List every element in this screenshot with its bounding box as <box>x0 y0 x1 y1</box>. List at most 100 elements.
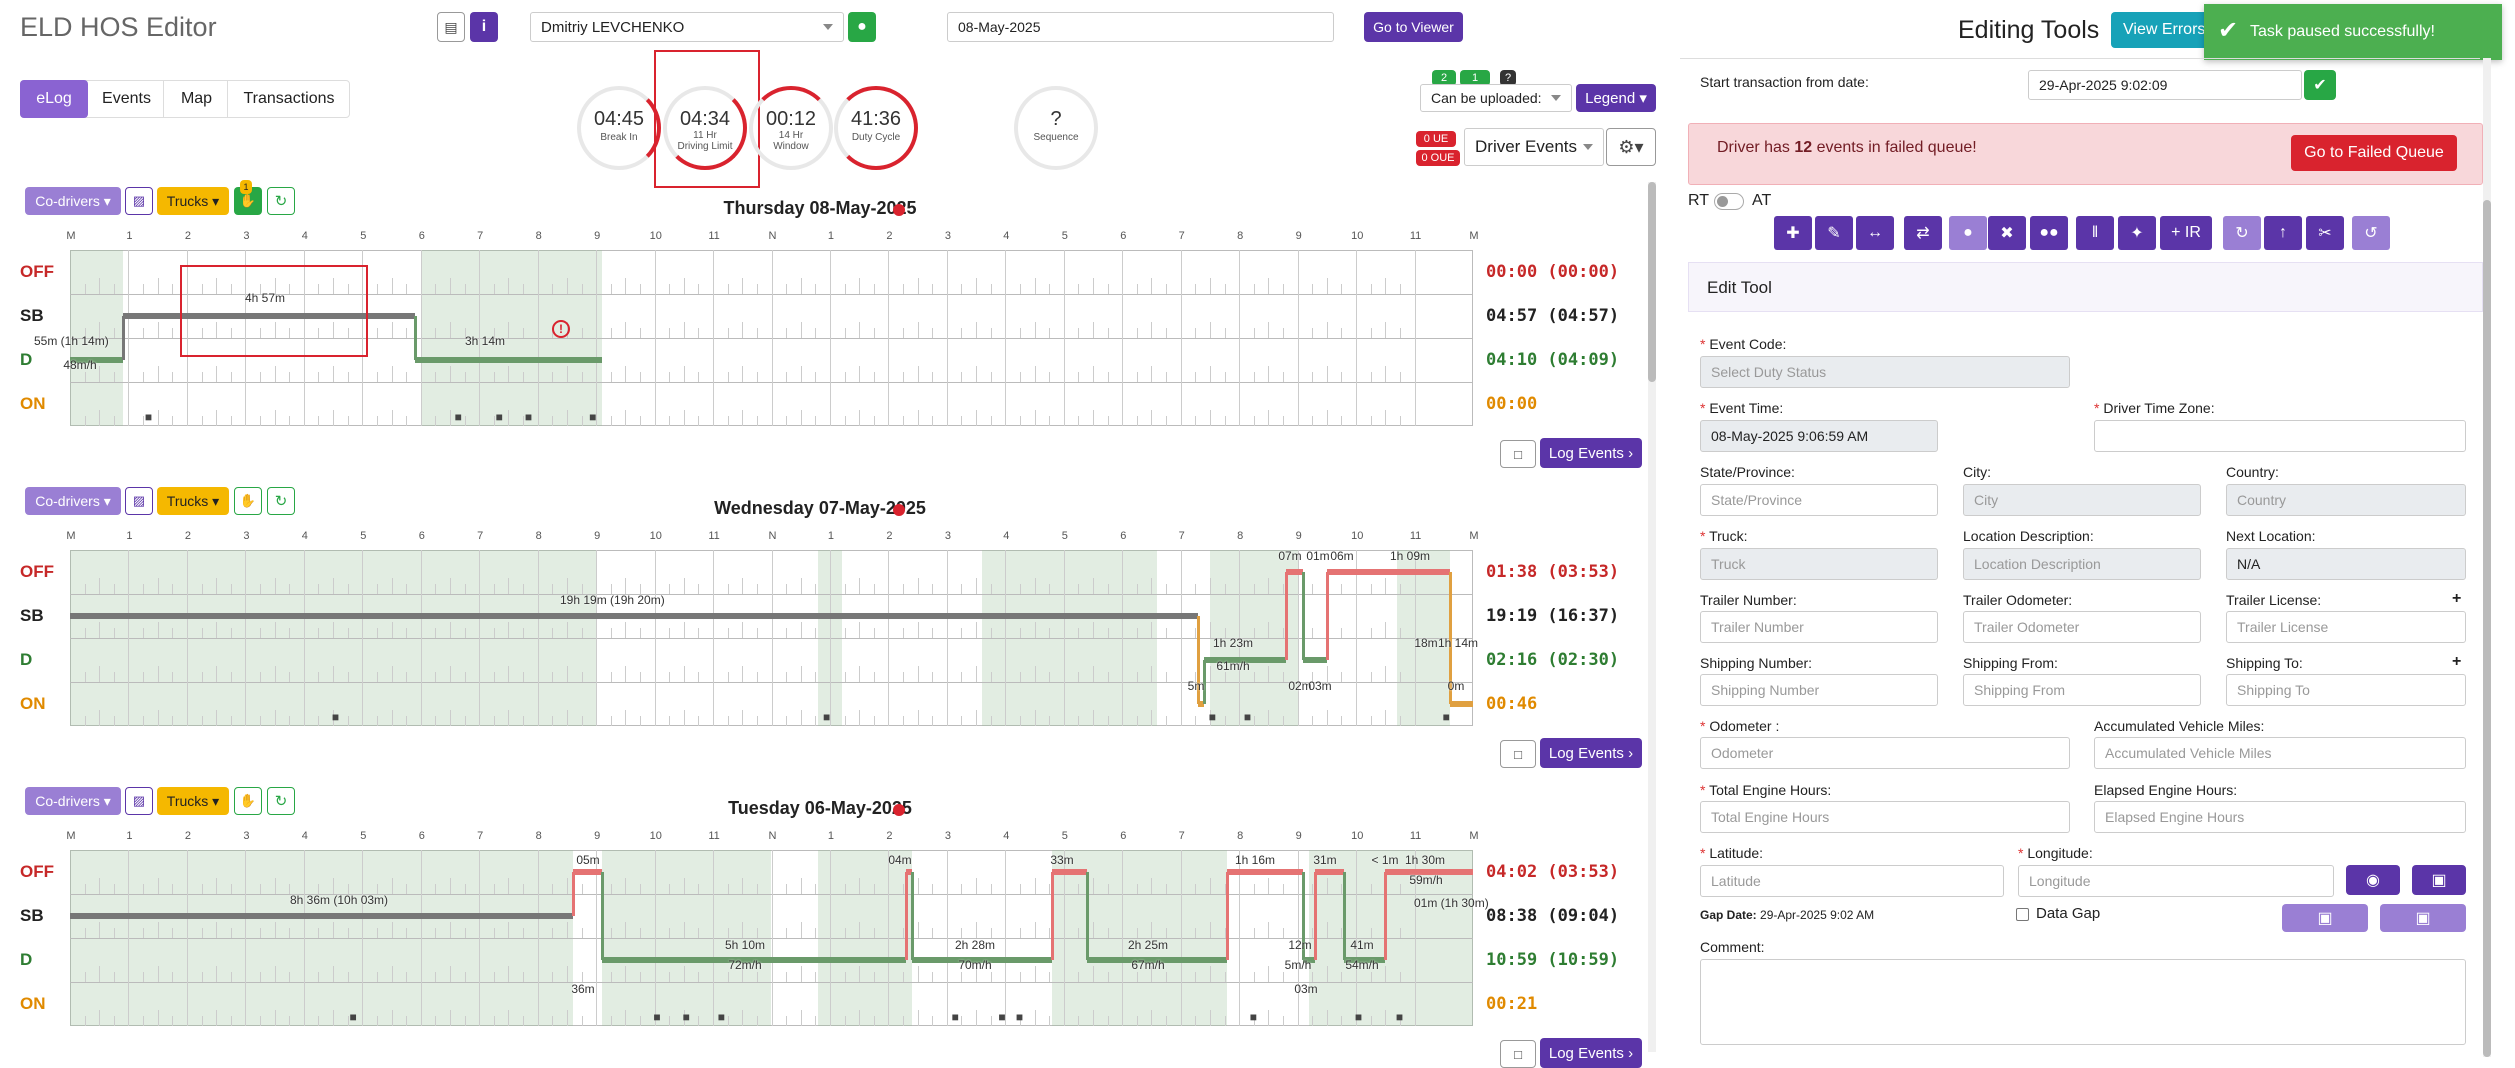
add-event-button[interactable]: ✚ <box>1774 216 1812 250</box>
swap-icon[interactable]: ⇄ <box>1904 216 1942 250</box>
tab-transactions[interactable]: Transactions <box>243 90 335 107</box>
paste-coords-button[interactable]: ▣ <box>2412 865 2466 895</box>
truck-icon[interactable]: ▨ <box>125 187 153 215</box>
duty-segment[interactable] <box>1204 657 1286 663</box>
add-shipping-icon[interactable]: + <box>2452 653 2462 670</box>
history-icon[interactable]: ↺ <box>2352 216 2390 250</box>
truck-select[interactable]: Truck <box>1700 548 1938 580</box>
go-to-failed-queue-button[interactable]: Go to Failed Queue <box>2291 135 2457 171</box>
duty-segment[interactable] <box>1344 957 1386 963</box>
co-drivers-button[interactable]: Co-drivers ▾ <box>25 487 121 515</box>
elapsed-engine-hours-input[interactable]: Elapsed Engine Hours <box>2094 801 2466 833</box>
comment-icon[interactable]: □ <box>1500 1040 1536 1068</box>
add-trailer-icon[interactable]: + <box>2452 590 2462 607</box>
date-input[interactable]: 08-May-2025 <box>947 12 1334 42</box>
document-icon[interactable]: ▤ <box>437 12 465 42</box>
duty-segment[interactable] <box>601 957 906 963</box>
duty-segment[interactable] <box>1087 957 1228 963</box>
right-scrollbar-thumb[interactable] <box>2483 200 2491 1057</box>
duty-segment[interactable] <box>905 869 912 875</box>
duty-segment[interactable] <box>1285 569 1304 575</box>
tab-map[interactable]: Map <box>166 80 228 118</box>
duty-segment[interactable] <box>414 357 602 363</box>
log-events-button[interactable]: Log Events › <box>1540 438 1642 468</box>
duty-segment[interactable] <box>1198 701 1205 707</box>
duty-segment[interactable] <box>1449 701 1473 707</box>
duty-segment[interactable] <box>572 869 602 875</box>
rt-at-toggle[interactable] <box>1714 193 1744 210</box>
confirm-date-button[interactable]: ✔ <box>2304 70 2336 100</box>
duty-segment[interactable] <box>70 357 123 363</box>
duty-segment[interactable] <box>1052 869 1088 875</box>
accumulated-miles-input[interactable]: Accumulated Vehicle Miles <box>2094 737 2466 769</box>
trucks-button[interactable]: Trucks ▾ <box>157 487 229 515</box>
driver-select[interactable]: Dmitriy LEVCHENKO <box>530 12 844 42</box>
shipping-number-input[interactable]: Shipping Number <box>1700 674 1938 706</box>
driver-events-select[interactable]: Driver Events <box>1464 128 1604 166</box>
driver-tz-select[interactable] <box>2094 420 2466 452</box>
latitude-input[interactable]: Latitude <box>1700 865 2004 897</box>
comment-icon[interactable]: □ <box>1500 740 1536 768</box>
edit-pencil-icon[interactable]: ✎ <box>1815 216 1853 250</box>
next-location-input[interactable]: N/A <box>2226 548 2466 580</box>
text-height-icon[interactable]: ↑ <box>2264 216 2302 250</box>
comment-textarea[interactable] <box>1700 959 2466 1045</box>
duty-segment[interactable] <box>70 913 573 919</box>
co-drivers-button[interactable]: Co-drivers ▾ <box>25 787 121 815</box>
trailer-odometer-input[interactable]: Trailer Odometer <box>1963 611 2201 643</box>
copy-right-button[interactable]: ▣ <box>2380 904 2466 932</box>
duty-segment[interactable] <box>70 613 1199 619</box>
trucks-button[interactable]: Trucks ▾ <box>157 187 229 215</box>
info-icon[interactable]: i <box>470 12 498 42</box>
graph-settings-icon[interactable]: ⚙▾ <box>1606 128 1656 166</box>
duty-segment[interactable] <box>1227 869 1304 875</box>
trucks-button[interactable]: Trucks ▾ <box>157 787 229 815</box>
event-code-select[interactable]: Select Duty Status <box>1700 356 2070 388</box>
log-events-button[interactable]: Log Events › <box>1540 738 1642 768</box>
start-transaction-input[interactable]: 29-Apr-2025 9:02:09 <box>2028 70 2302 100</box>
duty-segment[interactable] <box>1315 869 1345 875</box>
scissors-icon[interactable]: ✂ <box>2306 216 2344 250</box>
trash-icon[interactable]: ✖ <box>1988 216 2026 250</box>
log-events-button[interactable]: Log Events › <box>1540 1038 1642 1068</box>
go-to-viewer-button[interactable]: Go to Viewer <box>1364 12 1463 42</box>
event-time-input[interactable]: 08-May-2025 9:06:59 AM <box>1700 420 1938 452</box>
data-gap-checkbox[interactable] <box>2016 908 2029 921</box>
copy-left-button[interactable]: ▣ <box>2282 904 2368 932</box>
magic-wand-icon[interactable]: ✦ <box>2118 216 2156 250</box>
log-scrollbar-thumb[interactable] <box>1648 182 1656 382</box>
tab-elog[interactable]: eLog <box>20 80 88 118</box>
tab-events[interactable]: Events <box>90 80 164 118</box>
log-scrollbar[interactable] <box>1648 182 1656 1052</box>
duty-segment[interactable] <box>1326 569 1450 575</box>
location-desc-input[interactable]: Location Description <box>1963 548 2201 580</box>
odometer-input[interactable]: Odometer <box>1700 737 2070 769</box>
trailer-license-input[interactable]: Trailer License <box>2226 611 2466 643</box>
refresh-icon[interactable]: ↻ <box>267 487 295 515</box>
co-drivers-button[interactable]: Co-drivers ▾ <box>25 187 121 215</box>
duty-segment[interactable] <box>1385 869 1473 875</box>
duty-segment[interactable] <box>1303 657 1327 663</box>
user-icon[interactable]: ● <box>1949 216 1987 250</box>
legend-button[interactable]: Legend ▾ <box>1576 84 1656 112</box>
can-be-uploaded-select[interactable]: Can be uploaded: <box>1420 84 1572 112</box>
state-select[interactable]: State/Province <box>1700 484 1938 516</box>
duty-segment[interactable] <box>122 313 415 319</box>
stretch-icon[interactable]: ↔ <box>1856 216 1894 250</box>
map-marker-button[interactable]: ◉ <box>2346 865 2400 895</box>
refresh-icon[interactable]: ↻ <box>2223 216 2261 250</box>
refresh-icon[interactable]: ↻ <box>267 787 295 815</box>
driver-user-icon[interactable]: ● <box>848 12 876 42</box>
comment-icon[interactable]: □ <box>1500 440 1536 468</box>
group-users-icon[interactable]: ●● <box>2030 216 2068 250</box>
shipping-to-input[interactable]: Shipping To <box>2226 674 2466 706</box>
add-ir-button[interactable]: + IR <box>2160 216 2212 250</box>
columns-icon[interactable]: ‖ <box>2076 216 2114 250</box>
hand-icon[interactable]: ✋ <box>234 787 262 815</box>
duty-segment[interactable] <box>911 957 1053 963</box>
duty-segment[interactable] <box>1303 957 1316 963</box>
shipping-from-input[interactable]: Shipping From <box>1963 674 2201 706</box>
truck-icon[interactable]: ▨ <box>125 487 153 515</box>
trailer-number-input[interactable]: Trailer Number <box>1700 611 1938 643</box>
total-engine-hours-input[interactable]: Total Engine Hours <box>1700 801 2070 833</box>
